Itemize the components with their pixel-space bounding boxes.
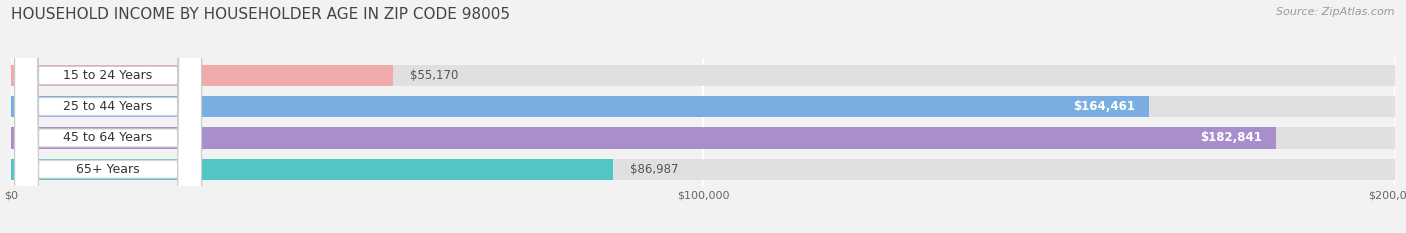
FancyBboxPatch shape bbox=[14, 0, 201, 233]
FancyBboxPatch shape bbox=[14, 0, 201, 233]
Bar bbox=[11, 96, 1395, 117]
Bar bbox=[11, 127, 1395, 149]
Text: Source: ZipAtlas.com: Source: ZipAtlas.com bbox=[1277, 7, 1395, 17]
Text: $86,987: $86,987 bbox=[630, 163, 679, 176]
Bar bbox=[11, 65, 392, 86]
FancyBboxPatch shape bbox=[14, 0, 201, 233]
Text: $55,170: $55,170 bbox=[411, 69, 458, 82]
Bar bbox=[11, 96, 1149, 117]
Text: 15 to 24 Years: 15 to 24 Years bbox=[63, 69, 153, 82]
Text: 25 to 44 Years: 25 to 44 Years bbox=[63, 100, 153, 113]
Text: HOUSEHOLD INCOME BY HOUSEHOLDER AGE IN ZIP CODE 98005: HOUSEHOLD INCOME BY HOUSEHOLDER AGE IN Z… bbox=[11, 7, 510, 22]
Text: 45 to 64 Years: 45 to 64 Years bbox=[63, 131, 153, 144]
FancyBboxPatch shape bbox=[14, 0, 201, 233]
Text: 65+ Years: 65+ Years bbox=[76, 163, 141, 176]
Bar bbox=[11, 159, 1395, 180]
Bar bbox=[11, 159, 613, 180]
Text: $182,841: $182,841 bbox=[1201, 131, 1263, 144]
Bar bbox=[11, 65, 1395, 86]
Text: $164,461: $164,461 bbox=[1073, 100, 1135, 113]
Bar bbox=[11, 127, 1277, 149]
